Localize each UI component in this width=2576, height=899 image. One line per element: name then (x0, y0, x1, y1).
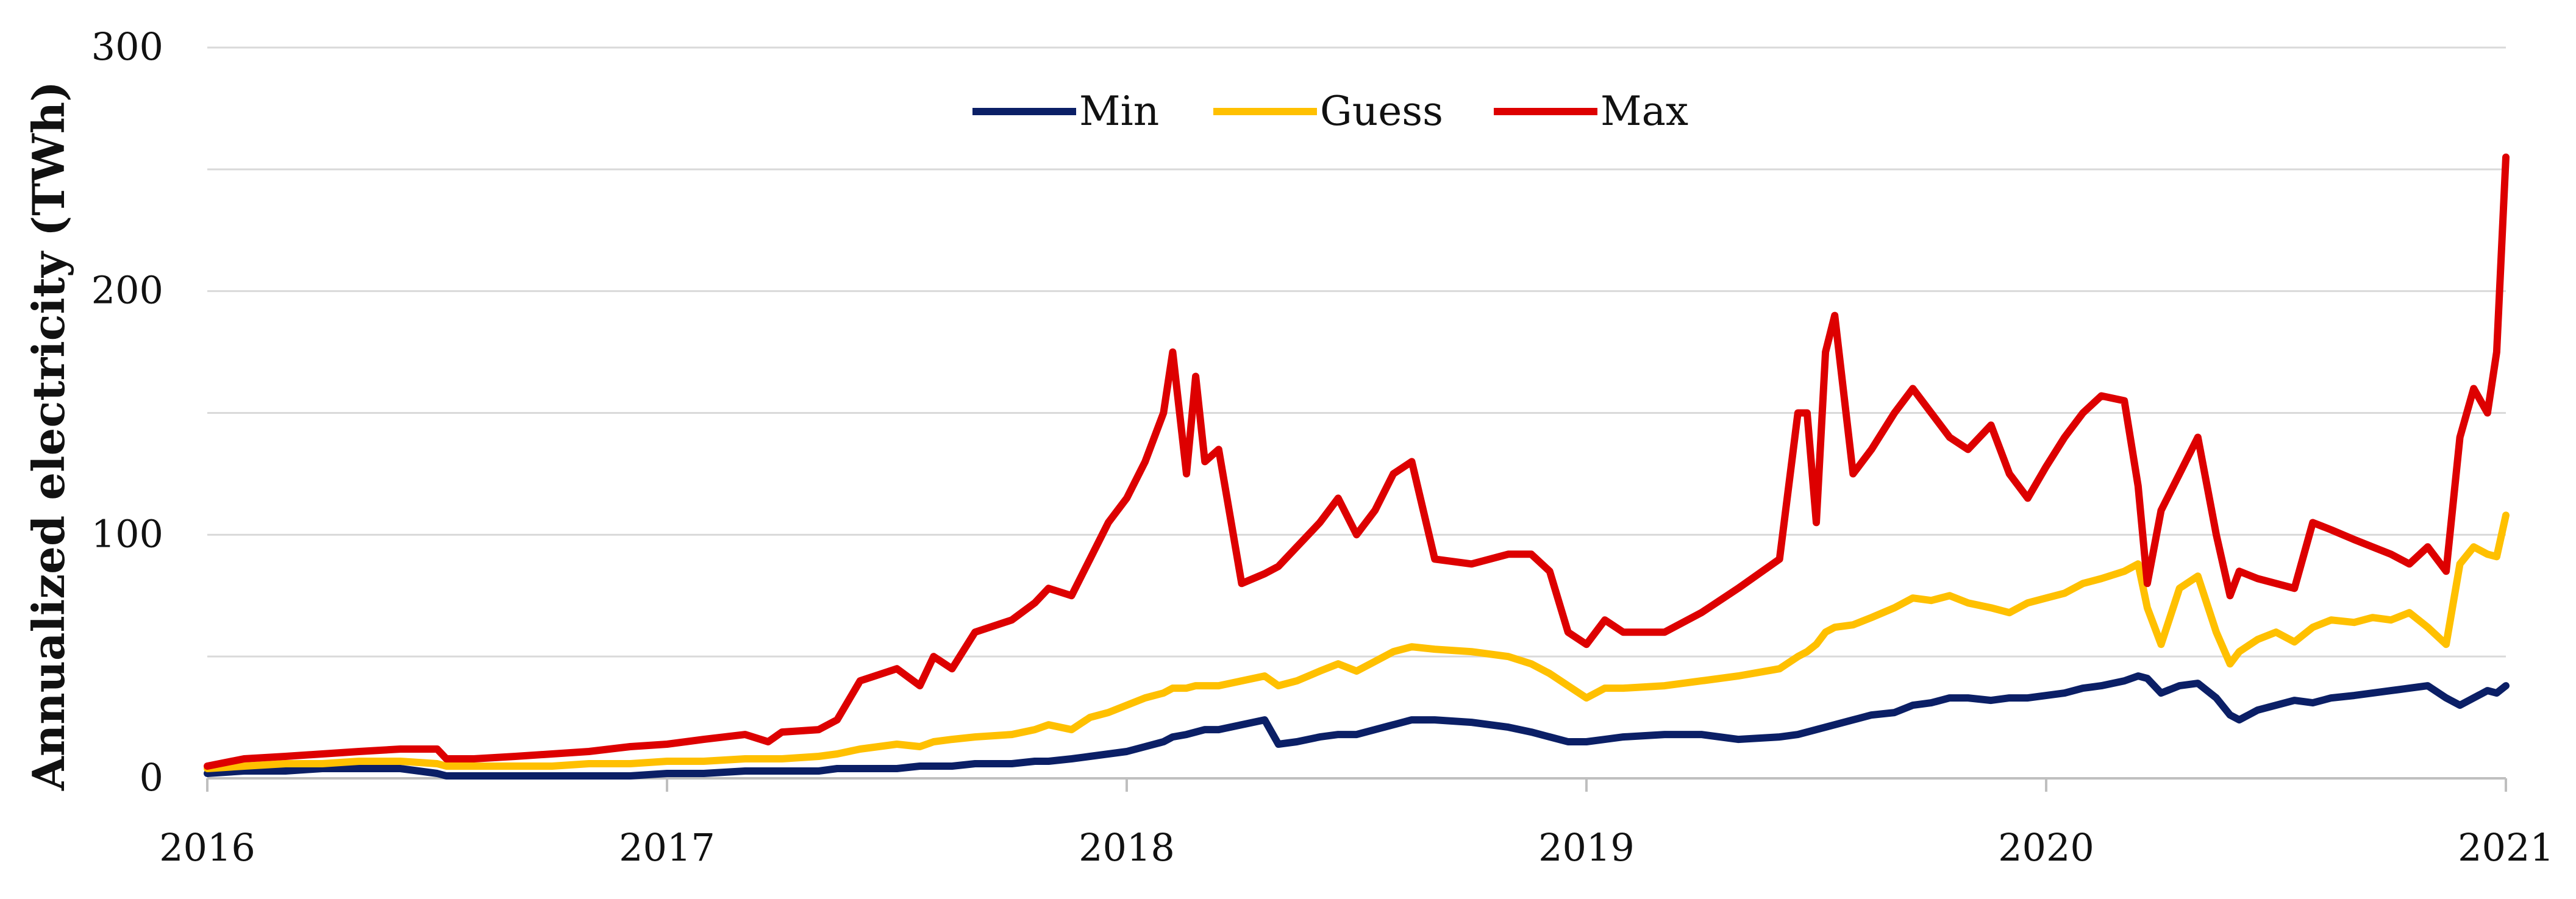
legend-label-max: Max (1600, 88, 1688, 135)
legend-label-min: Min (1079, 88, 1159, 135)
legend-label-guess: Guess (1320, 88, 1443, 135)
x-tick-label: 2018 (1079, 825, 1175, 870)
x-tick-label: 2021 (2458, 825, 2554, 870)
x-tick-label: 2019 (1538, 825, 1635, 870)
y-tick-label: 0 (140, 755, 163, 800)
x-tick-label: 2020 (1998, 825, 2094, 870)
y-axis-title: Annualized electricity (TWh) (23, 81, 74, 791)
series-line-max (204, 153, 2510, 770)
gridlines (207, 46, 2506, 658)
x-tick-label: 2017 (619, 825, 715, 870)
series-line-guess (204, 511, 2510, 772)
y-tick-label: 300 (91, 24, 163, 69)
y-tick-label: 100 (91, 511, 163, 556)
series-line-min (204, 672, 2510, 780)
y-tick-label: 200 (91, 268, 163, 313)
legend: Min Guess Max (972, 88, 1688, 135)
x-tick-label: 2016 (159, 825, 255, 870)
series-lines (204, 153, 2510, 780)
x-tick-labels: 2016 2017 2018 2019 2020 2021 (159, 778, 2554, 870)
y-tick-labels: 0 100 200 300 (91, 24, 163, 800)
